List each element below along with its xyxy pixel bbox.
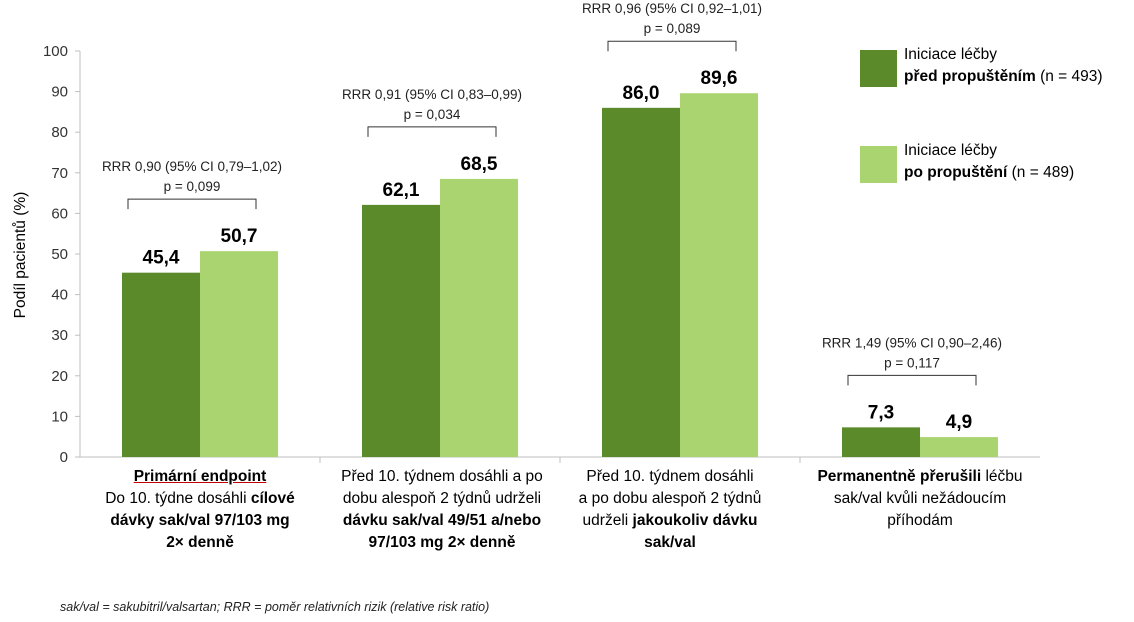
bar-chart: 0 10 20 30 40 50 60 70 80 90 100 45,4 50,7 62,1 68,5 8… — [12, 1, 1040, 466]
bar-after-4 — [920, 437, 998, 457]
y-tick-label: 20 — [51, 368, 68, 385]
legend-item-before-discharge: Iniciace léčby před propuštěním (n = 493… — [860, 46, 1130, 90]
rrr-label: RRR 1,49 (95% CI 0,90–2,46) — [822, 335, 1002, 350]
significance-bracket — [367, 126, 497, 137]
y-tick-label: 10 — [51, 408, 68, 425]
bar-value-label: 4,9 — [946, 412, 972, 433]
bar-before-1 — [122, 272, 200, 457]
legend-text: Iniciace léčby po propuštění (n = 489) — [904, 142, 1075, 181]
y-tick-label: 90 — [51, 84, 68, 101]
bar-value-label: 7,3 — [868, 402, 894, 423]
rrr-label: RRR 0,90 (95% CI 0,79–1,02) — [102, 159, 282, 174]
bar-value-label: 86,0 — [623, 83, 660, 104]
y-tick-label: 50 — [51, 246, 68, 263]
y-tick-label: 60 — [51, 205, 68, 222]
p-value-label: p = 0,099 — [164, 179, 221, 194]
significance-bracket — [847, 374, 977, 386]
y-tick-label: 100 — [43, 43, 68, 60]
legend-swatch-dark — [860, 50, 897, 87]
bar-value-label: 62,1 — [383, 180, 420, 201]
y-tick-label: 80 — [51, 124, 68, 141]
bar-after-2 — [440, 178, 518, 457]
category-label-1: Primární endpoint Do 10. týdne dosáhli c… — [105, 468, 295, 551]
p-value-label: p = 0,089 — [644, 21, 701, 36]
y-tick-label: 30 — [51, 327, 68, 344]
legend-item-after-discharge: Iniciace léčby po propuštění (n = 489) — [860, 142, 1130, 186]
bar-value-label: 89,6 — [701, 68, 738, 89]
legend-text: Iniciace léčby před propuštěním (n = 493… — [904, 46, 1103, 85]
bar-before-4 — [842, 427, 920, 457]
bar-value-label: 45,4 — [143, 248, 180, 269]
category-label-4: Permanentně přerušili léčbu sak/val kvůl… — [817, 468, 1023, 529]
bar-after-1 — [200, 251, 278, 457]
significance-bracket — [127, 198, 257, 210]
annotations: p = 0,099 RRR 0,90 (95% CI 0,79–1,02) p = … — [102, 1, 1002, 386]
category-label-3: Před 10. týdnem dosáhli a po dobu alespo… — [578, 468, 762, 551]
p-value-label: p = 0,117 — [884, 355, 940, 370]
significance-bracket — [607, 40, 737, 52]
footnote: sak/val = sakubitril/valsartan; RRR = po… — [60, 600, 490, 614]
rrr-label: RRR 0,96 (95% CI 0,92–1,01) — [582, 1, 762, 16]
category-label-2: Před 10. týdnem dosáhli a po dobu alespo… — [341, 468, 543, 551]
p-value-label: p = 0,034 — [404, 107, 461, 122]
bar-after-3 — [680, 93, 758, 457]
y-tick-label: 70 — [51, 165, 68, 182]
y-axis-label: Podíl pacientů (%) — [12, 192, 29, 319]
y-tick-label: 0 — [60, 449, 68, 466]
bar-before-3 — [602, 107, 680, 457]
bars: 45,4 50,7 62,1 68,5 86,0 89,6 7,3 4,9 — [122, 68, 998, 457]
bar-value-label: 68,5 — [461, 154, 498, 175]
rrr-label: RRR 0,91 (95% CI 0,83–0,99) — [342, 87, 522, 102]
bar-before-2 — [362, 204, 440, 457]
legend-swatch-light — [860, 146, 897, 183]
bar-value-label: 50,7 — [221, 226, 258, 247]
y-tick-label: 40 — [51, 287, 68, 304]
